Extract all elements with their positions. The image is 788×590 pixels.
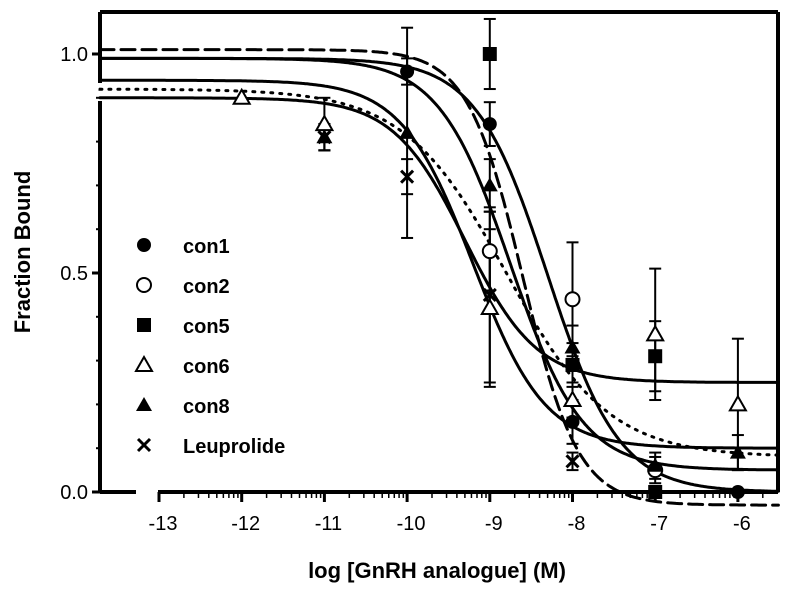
fit-curve-con2 — [98, 56, 780, 472]
legend-label-con1: con1 — [183, 236, 230, 258]
y-tick-label: 0.0 — [60, 482, 88, 504]
cross-stroke — [565, 454, 580, 469]
point-leuprolide — [482, 287, 497, 302]
y-tick-label: 1.0 — [60, 44, 88, 66]
point-leuprolide — [400, 169, 415, 184]
legend-label-con6: con6 — [183, 356, 230, 378]
fit-curve-leuprolide — [98, 78, 780, 450]
point-con6 — [562, 390, 583, 408]
point-con5 — [565, 357, 580, 372]
point-con8 — [481, 177, 498, 192]
cross-stroke — [400, 169, 415, 184]
point-leuprolide — [317, 130, 332, 145]
x-tick-label: -7 — [650, 513, 668, 535]
x-tick-label: -8 — [568, 513, 586, 535]
x-tick-label: -6 — [733, 513, 751, 535]
point-con6 — [728, 394, 748, 412]
legend-label-leuprolide: Leuprolide — [183, 436, 285, 458]
legend-label-con8: con8 — [183, 396, 230, 418]
legend-marker-leuprolide — [136, 437, 152, 453]
x-tick-label: -13 — [149, 513, 178, 535]
point-con8 — [399, 124, 416, 139]
legend-marker-con5 — [137, 318, 151, 332]
legend-marker-con8 — [136, 397, 152, 411]
x-tick-label: -9 — [485, 513, 503, 535]
legend-label-con2: con2 — [183, 276, 230, 298]
x-axis-title: log [GnRH analogue] (M) — [308, 558, 566, 583]
cross-stroke — [317, 130, 332, 145]
error-bars — [318, 17, 744, 485]
point-con1 — [400, 64, 415, 79]
x-tick-label: -12 — [231, 513, 260, 535]
x-tick-label: -11 — [315, 513, 342, 535]
fit-curve-con1 — [98, 56, 780, 493]
point-con6 — [231, 87, 252, 105]
y-axis-title: Fraction Bound — [10, 171, 35, 334]
fit-curve-con6 — [98, 96, 780, 384]
point-con1 — [565, 414, 580, 429]
point-leuprolide — [565, 454, 580, 469]
point-con5 — [648, 349, 663, 364]
point-con8 — [729, 444, 746, 459]
point-con2 — [564, 291, 581, 308]
point-con2 — [481, 243, 498, 260]
fit-curve-con5 — [98, 48, 780, 507]
point-con6 — [645, 324, 665, 342]
axes: 0.0 0.5 1.0 -13 -12 -11 -10 -9 -8 -7 -6 — [60, 10, 780, 535]
legend-label-con5: con5 — [183, 316, 230, 338]
point-con8 — [564, 339, 581, 354]
point-con1 — [482, 117, 497, 132]
point-con8 — [647, 457, 664, 472]
cross-stroke — [136, 437, 152, 453]
x-tick-label: -10 — [397, 513, 426, 535]
fit-curves — [98, 48, 780, 507]
legend-marker-con2 — [136, 277, 152, 293]
point-con5 — [482, 47, 497, 61]
legend-marker-con6 — [134, 354, 154, 372]
legend: con1 con2 con5 con6 con8 Leuprolide — [134, 236, 285, 458]
point-con6 — [480, 298, 500, 316]
cross-stroke — [482, 287, 497, 302]
fit-curve-con8 — [98, 87, 780, 457]
y-tick-label: 0.5 — [60, 263, 88, 285]
legend-marker-con1 — [137, 238, 151, 252]
